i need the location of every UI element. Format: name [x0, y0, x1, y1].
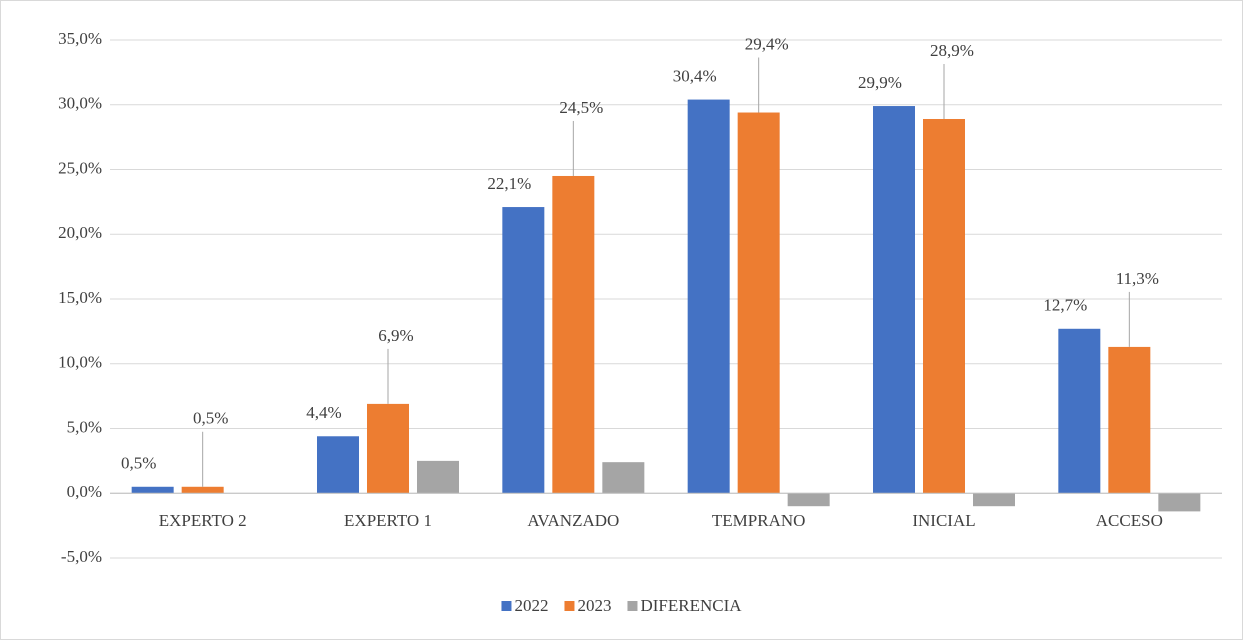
data-label: 22,1%	[487, 174, 531, 193]
bar	[181, 486, 224, 494]
bar	[1158, 493, 1201, 512]
y-tick-label: 25,0%	[58, 158, 102, 177]
legend-swatch	[501, 601, 512, 611]
y-tick-label: 5,0%	[67, 417, 102, 436]
bar	[1058, 328, 1101, 494]
legend-swatch	[627, 601, 638, 611]
x-tick-label: EXPERTO 2	[159, 511, 247, 530]
x-tick-label: ACCESO	[1096, 511, 1163, 530]
legend-label: 2023	[577, 596, 611, 615]
legend-label: DIFERENCIA	[640, 596, 742, 615]
y-tick-label: 10,0%	[58, 353, 102, 372]
data-label: 0,5%	[121, 454, 156, 473]
y-tick-label: 20,0%	[58, 223, 102, 242]
bar	[787, 493, 830, 507]
bar	[131, 486, 174, 494]
data-label: 12,7%	[1043, 296, 1087, 315]
data-label: 6,9%	[378, 326, 413, 345]
data-label: 30,4%	[673, 66, 717, 85]
y-tick-label: 15,0%	[58, 288, 102, 307]
bar	[873, 106, 915, 494]
bar	[317, 436, 359, 494]
data-label: 24,5%	[559, 98, 603, 117]
bar	[973, 493, 1015, 507]
data-label: 0,5%	[193, 409, 228, 428]
data-label: 29,4%	[745, 34, 789, 53]
y-tick-label: -5,0%	[61, 547, 102, 566]
legend-label: 2022	[514, 596, 548, 615]
bar	[502, 207, 545, 494]
x-tick-label: EXPERTO 1	[344, 511, 432, 530]
x-tick-label: TEMPRANO	[712, 511, 806, 530]
data-label: 11,3%	[1116, 269, 1159, 288]
bar	[552, 175, 595, 494]
y-tick-label: 0,0%	[67, 482, 102, 501]
legend-swatch	[564, 601, 575, 611]
x-tick-label: AVANZADO	[527, 511, 619, 530]
x-tick-label: INICIAL	[912, 511, 975, 530]
bar	[923, 118, 965, 494]
bar	[737, 112, 780, 494]
data-label: 29,9%	[858, 73, 902, 92]
data-label: 4,4%	[306, 403, 341, 422]
bar	[417, 460, 459, 494]
y-tick-label: 30,0%	[58, 94, 102, 113]
data-label: 28,9%	[930, 41, 974, 60]
y-tick-label: 35,0%	[58, 29, 102, 48]
bar	[602, 462, 645, 494]
bar	[687, 99, 730, 494]
bar	[1108, 346, 1151, 494]
bar	[367, 403, 409, 494]
